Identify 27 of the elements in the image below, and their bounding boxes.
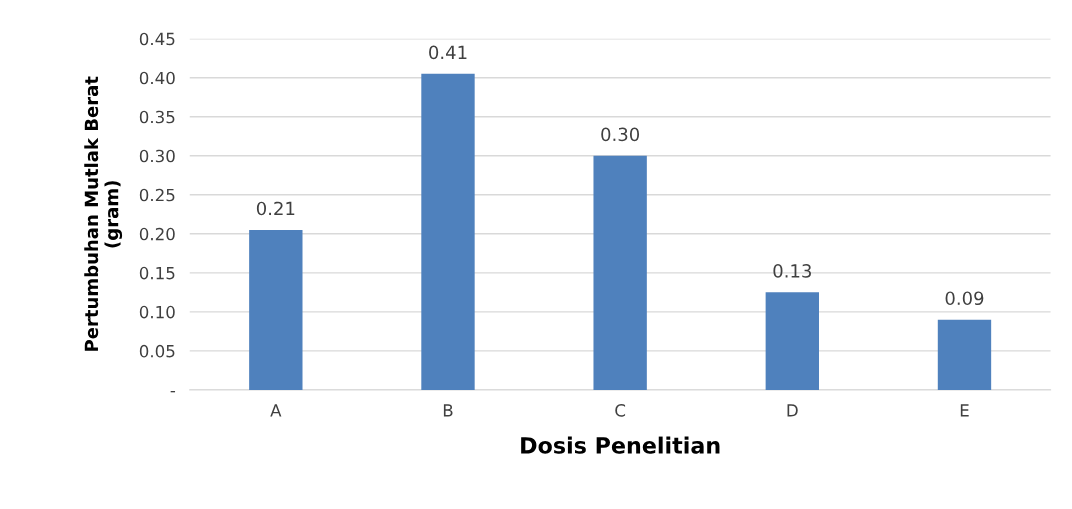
bar bbox=[249, 229, 303, 390]
data-label: 0.41 bbox=[429, 45, 467, 60]
bar bbox=[937, 319, 992, 390]
x-tick-label: A bbox=[270, 404, 282, 417]
bar bbox=[593, 155, 647, 390]
y-tick-label: 0.40 bbox=[139, 71, 175, 85]
x-tick-label: C bbox=[615, 404, 626, 417]
y-tick-label: 0.10 bbox=[139, 305, 175, 319]
x-tick-label: E bbox=[960, 404, 969, 417]
data-label: 0.21 bbox=[256, 201, 295, 216]
y-tick-label: 0.35 bbox=[139, 110, 175, 124]
y-tick-label: - bbox=[170, 390, 176, 393]
y-tick-label: 0.45 bbox=[139, 32, 175, 46]
y-tick-label: 0.25 bbox=[139, 188, 175, 202]
y-tick-label: 0.05 bbox=[139, 344, 175, 358]
y-tick-label: 0.30 bbox=[139, 149, 175, 163]
data-label: 0.30 bbox=[601, 127, 640, 142]
x-tick-label: D bbox=[787, 404, 798, 417]
y-axis-title: Pertumbuhan Mutlak Berat (gram) bbox=[84, 76, 123, 351]
bar bbox=[765, 292, 819, 390]
y-tick-label: 0.15 bbox=[139, 266, 175, 280]
x-tick-label: B bbox=[443, 404, 453, 417]
data-label: 0.13 bbox=[773, 264, 811, 278]
x-axis-title: Dosis Penelitian bbox=[521, 436, 720, 454]
y-tick-label: 0.20 bbox=[139, 227, 175, 241]
bar bbox=[421, 73, 475, 390]
data-label: 0.09 bbox=[945, 291, 984, 306]
